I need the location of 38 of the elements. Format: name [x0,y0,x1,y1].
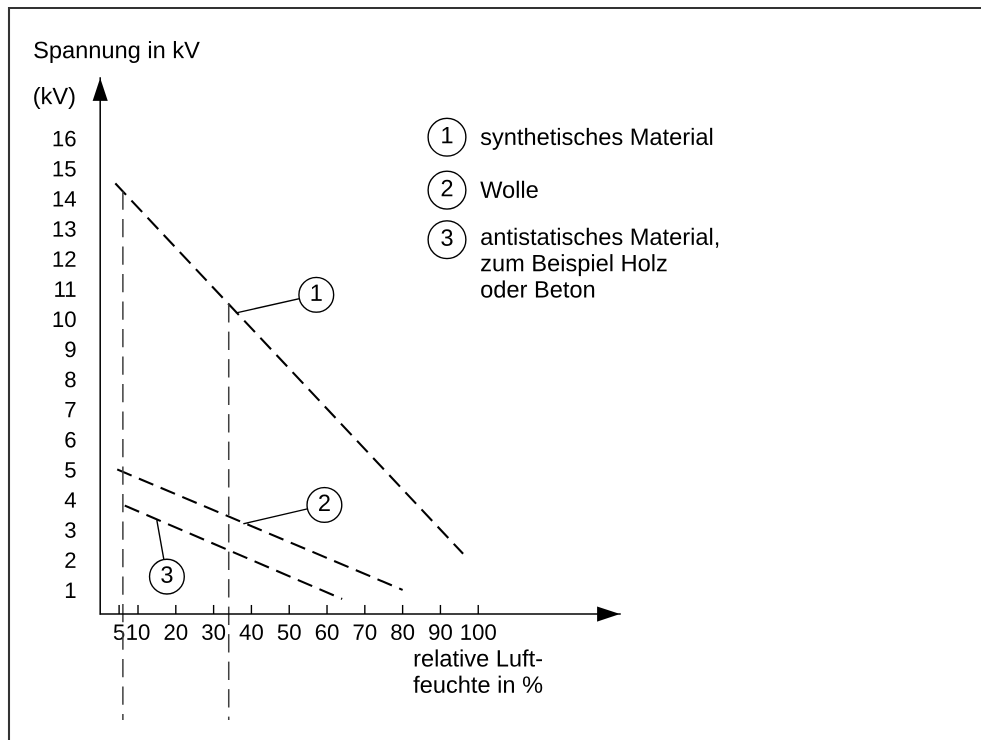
y-tick-label: 3 [65,522,76,538]
x-tick-label: 50 [278,624,301,640]
y-tick-label: 13 [54,221,76,237]
text: 2 [442,180,452,196]
x-tick-label: 40 [240,624,263,640]
y-tick-label: 7 [65,402,76,418]
annotation: 1 [312,284,322,301]
y-tick-label: 2 [65,552,76,568]
x-tick-label: 100 [461,624,496,640]
x-tick-label: 10 [127,624,150,640]
x-tick-label: 80 [391,624,414,640]
y-axis-title: Spannung in kV [34,41,200,64]
y-tick-label: 9 [65,342,76,358]
y-tick-label: 14 [54,191,76,206]
y-tick-label: 16 [54,130,76,146]
y-tick-label: 8 [65,372,76,388]
y-tick-label: 10 [54,311,76,328]
y-tick-label: 6 [65,432,76,448]
y-tick-label: 15 [54,161,76,177]
y-tick-label: 11 [55,282,76,297]
y-tick-label: 5 [65,462,76,478]
legend-label: antistatisches Material, zum Beispiel Holz oder Beton [481,228,718,298]
x-tick-label: 70 [354,624,376,640]
annotation: 2 [319,494,330,512]
text: (kV) [34,86,75,109]
y-tick-label: 4 [64,492,76,508]
legend-label: Wolle [480,180,538,198]
legend-label: synthetisches Material [480,128,712,150]
y-tick-label: 1 [66,582,76,598]
text: 1 [442,127,452,144]
x-tick-label: 20 [164,624,188,640]
annotation: 3 [161,566,172,583]
y-tick-label: 12 [54,251,76,267]
text: 3 [441,229,453,246]
x-tick-label: 60 [316,624,339,640]
x-tick-label: 90 [429,624,452,640]
x-axis-title: relative Luft- feuchte in % [413,649,542,694]
x-tick-label: 30 [202,624,226,640]
